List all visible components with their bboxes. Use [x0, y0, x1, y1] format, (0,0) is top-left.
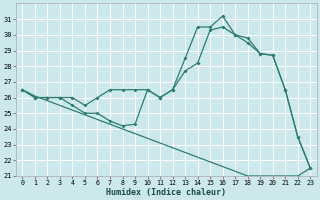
X-axis label: Humidex (Indice chaleur): Humidex (Indice chaleur): [106, 188, 226, 197]
